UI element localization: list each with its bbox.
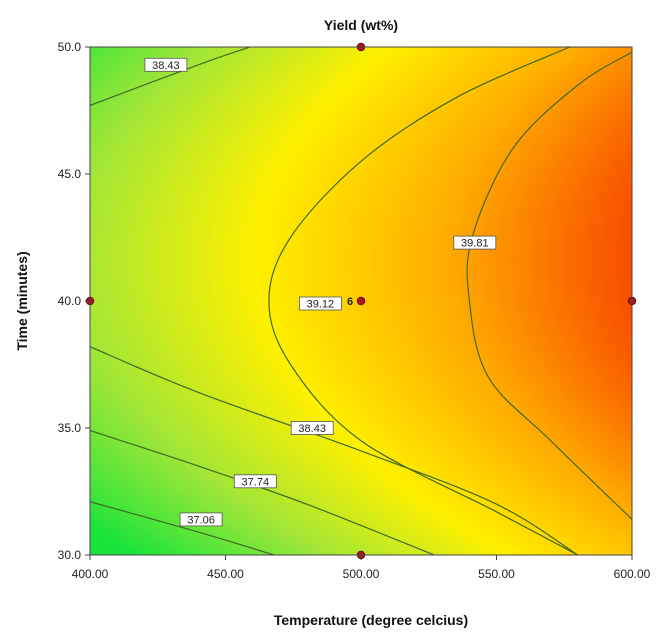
contour-labels: 37.06 37.74 38.43 38.43 39.12 39.81 xyxy=(144,57,497,527)
contour-label-box-3 xyxy=(290,421,334,435)
contour-line-1 xyxy=(90,501,275,555)
x-tick-label-2: 450.00 xyxy=(207,567,244,581)
y-axis-title: Time (minutes) xyxy=(14,251,30,350)
contour-line-6 xyxy=(466,51,632,520)
y-axis: 30.0 35.0 40.0 45.0 50.0 xyxy=(58,40,90,562)
contour-label-box-6 xyxy=(453,235,497,250)
y-tick-label-5: 50.0 xyxy=(58,40,82,54)
design-point-2 xyxy=(356,296,366,306)
x-tick-label-4: 550.00 xyxy=(478,567,515,581)
contour-label-box-5 xyxy=(298,296,342,311)
contour-label-box-1 xyxy=(179,512,223,527)
x-tick-label-1: 400.00 xyxy=(72,567,109,581)
contour-label-2: 37.74 xyxy=(242,476,270,488)
contour-line-4 xyxy=(90,47,251,106)
contour-line-5 xyxy=(268,47,579,555)
contour-label-box-4 xyxy=(144,57,188,72)
contour-label-4: 38.43 xyxy=(152,60,180,72)
center-point-count: 6 xyxy=(347,296,353,308)
x-axis: 400.00 450.00 500.00 550.00 600.00 xyxy=(72,555,651,581)
y-tick-label-3: 40.0 xyxy=(58,294,82,308)
contour-label-6: 39.81 xyxy=(461,238,489,250)
chart-title: Yield (wt%) xyxy=(324,17,398,33)
x-tick-label-5: 600.00 xyxy=(614,567,651,581)
y-tick-label-1: 30.0 xyxy=(58,548,82,562)
plot-area: 37.06 37.74 38.43 38.43 39.12 39.81 6 xyxy=(85,42,637,560)
y-tick-label-4: 45.0 xyxy=(58,167,82,181)
x-axis-title: Temperature (degree celcius) xyxy=(274,612,468,628)
contour-label-box-2 xyxy=(233,474,277,489)
y-tick-label-2: 35.0 xyxy=(58,421,82,435)
contour-label-3: 38.43 xyxy=(298,423,326,435)
contour-label-5: 39.12 xyxy=(307,299,335,311)
x-tick-label-3: 500.00 xyxy=(343,567,380,581)
contour-line-3 xyxy=(90,346,579,555)
contour-label-1: 37.06 xyxy=(187,514,215,526)
